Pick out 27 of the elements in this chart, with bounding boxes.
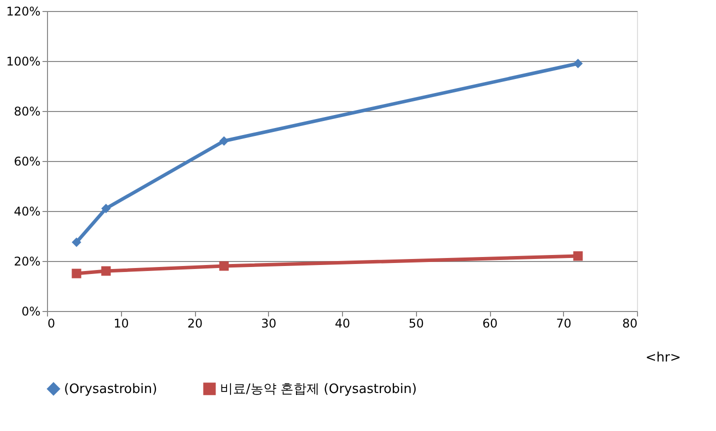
- point: [101, 204, 111, 214]
- y-tick-label: 20%: [14, 254, 40, 268]
- point: [101, 266, 111, 276]
- x-tick-label: 80: [622, 316, 638, 330]
- point: [573, 251, 583, 261]
- legend-label: (Orysastrobin): [64, 382, 158, 397]
- y-tick-label: 120%: [6, 4, 40, 18]
- x-tick-label: 50: [408, 316, 424, 330]
- y-tick-label: 0%: [21, 304, 40, 318]
- x-tick-label: 60: [482, 316, 498, 330]
- y-tick-label: 40%: [14, 204, 40, 218]
- y-tick-label: 80%: [14, 104, 40, 118]
- y-tick-label: 100%: [6, 54, 40, 68]
- x-tick-label: 40: [334, 316, 350, 330]
- point: [72, 238, 82, 247]
- point: [573, 58, 583, 68]
- x-tick-label: 0: [48, 316, 56, 330]
- point: [72, 268, 82, 278]
- x-tick-label: 20: [187, 316, 203, 330]
- y-tick-label: 60%: [14, 154, 40, 168]
- x-tick-label: 10: [114, 316, 129, 330]
- point: [219, 136, 229, 146]
- legend-label: 비료/농약 혼합제 (Orysastrobin): [220, 382, 417, 397]
- x-axis-title: <hr>: [646, 350, 681, 366]
- point: [219, 261, 229, 271]
- x-tick-label: 30: [261, 316, 276, 330]
- x-tick-label: 70: [556, 316, 572, 330]
